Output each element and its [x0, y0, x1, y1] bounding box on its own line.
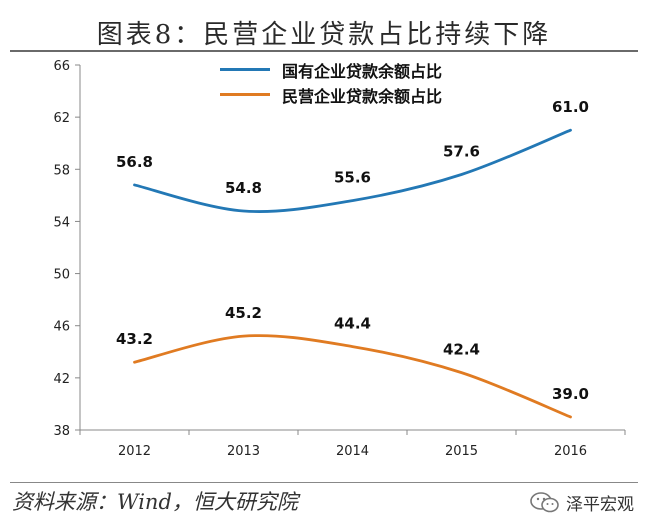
data-label-state: 56.8: [116, 153, 153, 171]
data-label-private: 45.2: [225, 304, 262, 322]
y-tick-label: 42: [53, 372, 70, 387]
chart-title: 图表8：民营企业贷款占比持续下降: [96, 20, 552, 50]
y-tick-label: 54: [53, 215, 70, 230]
x-tick-label: 2012: [118, 444, 151, 459]
data-label-private: 43.2: [116, 330, 153, 348]
y-tick-label: 58: [53, 163, 70, 178]
brand-name: 泽平宏观: [566, 495, 634, 515]
y-tick-label: 46: [53, 320, 70, 335]
series-line-private: [133, 334, 572, 419]
y-tick-label: 66: [53, 59, 70, 74]
x-tick-label: 2013: [227, 444, 260, 459]
x-tick-label: 2016: [554, 444, 587, 459]
data-label-state: 54.8: [225, 179, 262, 197]
footer-divider: [10, 482, 638, 483]
data-label-state: 57.6: [443, 143, 480, 161]
data-label-state: 61.0: [552, 98, 589, 116]
data-label-state: 55.6: [334, 169, 371, 187]
brand-mark: 泽平宏观: [530, 490, 634, 515]
x-tick-label: 2014: [336, 444, 369, 459]
source-note: 资料来源：Wind，恒大研究院: [12, 490, 298, 514]
legend-item-state: 国有企业贷款余额占比: [220, 57, 442, 82]
wechat-icon: [530, 491, 559, 512]
data-label-private: 42.4: [443, 341, 480, 359]
legend-line-state: [220, 68, 270, 71]
legend-line-private: [220, 93, 270, 96]
chart-legend: 国有企业贷款余额占比 民营企业贷款余额占比: [220, 57, 442, 107]
data-label-private: 39.0: [552, 385, 589, 403]
x-tick-label: 2015: [445, 444, 478, 459]
line-chart: 38 42 46 50 54 58 62 66 2012 2013 2014 2015 2016 56.8…: [53, 59, 626, 459]
y-tick-label: 38: [53, 424, 70, 439]
legend-label-private: 民营企业贷款余额占比: [282, 86, 443, 106]
y-tick-label: 62: [53, 111, 70, 126]
legend-item-private: 民营企业贷款余额占比: [220, 82, 442, 107]
title-divider: [10, 50, 638, 52]
series-line-state: [133, 128, 572, 213]
legend-label-state: 国有企业贷款余额占比: [282, 61, 443, 81]
y-tick-label: 50: [53, 268, 70, 283]
data-label-private: 44.4: [334, 315, 371, 333]
